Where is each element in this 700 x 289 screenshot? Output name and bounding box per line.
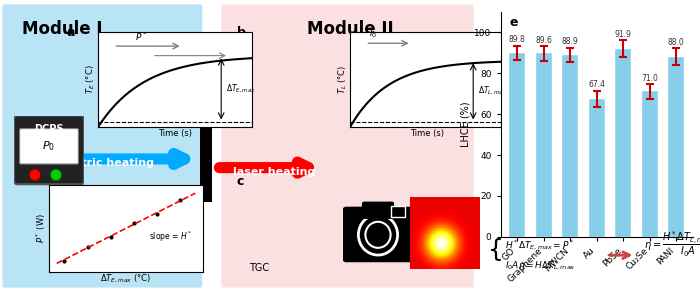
Text: 71.0: 71.0 [641,74,658,83]
Text: $\Delta T_{E,max}$: $\Delta T_{E,max}$ [226,83,255,95]
Text: $I_0 A\eta = H\Delta T_{L,max}$: $I_0 A\eta = H\Delta T_{L,max}$ [505,259,576,272]
Text: TGC: TGC [249,263,270,273]
Y-axis label: $T_L$ (°C): $T_L$ (°C) [336,65,349,94]
Text: $P_0$: $P_0$ [43,139,55,153]
FancyBboxPatch shape [221,4,474,288]
FancyArrowPatch shape [609,252,629,259]
FancyBboxPatch shape [363,202,393,218]
Text: 89.8: 89.8 [509,35,526,44]
Bar [536,53,552,237]
Bar [510,53,525,237]
Circle shape [358,214,398,255]
Text: 88.9: 88.9 [562,37,579,46]
X-axis label: $\Delta T_{E,max}$ (°C): $\Delta T_{E,max}$ (°C) [101,273,151,285]
Text: 89.6: 89.6 [536,36,552,45]
Bar [589,99,605,237]
Text: electric heating: electric heating [56,158,154,168]
Circle shape [50,169,62,181]
Text: {: { [487,238,503,262]
Circle shape [29,169,41,181]
Text: 88.0: 88.0 [668,38,685,47]
Text: Module II: Module II [307,20,393,38]
Text: sample: sample [190,53,223,62]
Text: 91.9: 91.9 [615,30,631,39]
Text: $P^*$: $P^*$ [135,31,147,43]
X-axis label: Time (s): Time (s) [158,129,192,138]
Text: a: a [66,26,75,39]
Text: DCPS: DCPS [34,124,64,134]
Bar [391,206,405,217]
Text: d: d [32,173,41,186]
Bar [668,57,685,237]
Y-axis label: $T_E$ (°C): $T_E$ (°C) [84,65,97,94]
Text: c: c [237,175,244,188]
Bar [615,49,631,237]
Bar [642,92,658,237]
Text: laser heating: laser heating [232,167,315,177]
Bar [562,55,578,237]
Bar [200,72,212,202]
Text: $\eta = \dfrac{H^*\Delta T_{L,max}}{I_0 A}$: $\eta = \dfrac{H^*\Delta T_{L,max}}{I_0 … [644,230,700,259]
Text: $I_0$: $I_0$ [369,28,377,40]
Text: $\Delta T_{L,max}$: $\Delta T_{L,max}$ [478,85,507,97]
Text: Module I: Module I [22,20,102,38]
Text: 67.4: 67.4 [588,80,606,89]
Text: b: b [237,26,246,39]
Y-axis label: LHCE (%): LHCE (%) [460,101,470,147]
X-axis label: Time (s): Time (s) [410,129,444,138]
FancyBboxPatch shape [14,116,84,184]
Text: slope = $H^*$: slope = $H^*$ [149,230,192,244]
Text: e: e [510,16,518,29]
Circle shape [365,222,391,248]
FancyBboxPatch shape [2,4,202,288]
FancyBboxPatch shape [343,208,413,262]
FancyBboxPatch shape [20,129,78,164]
Text: $H^*\Delta T_{E,max} = P^*$: $H^*\Delta T_{E,max} = P^*$ [505,238,575,252]
Y-axis label: $P^*$ (W): $P^*$ (W) [34,213,48,243]
